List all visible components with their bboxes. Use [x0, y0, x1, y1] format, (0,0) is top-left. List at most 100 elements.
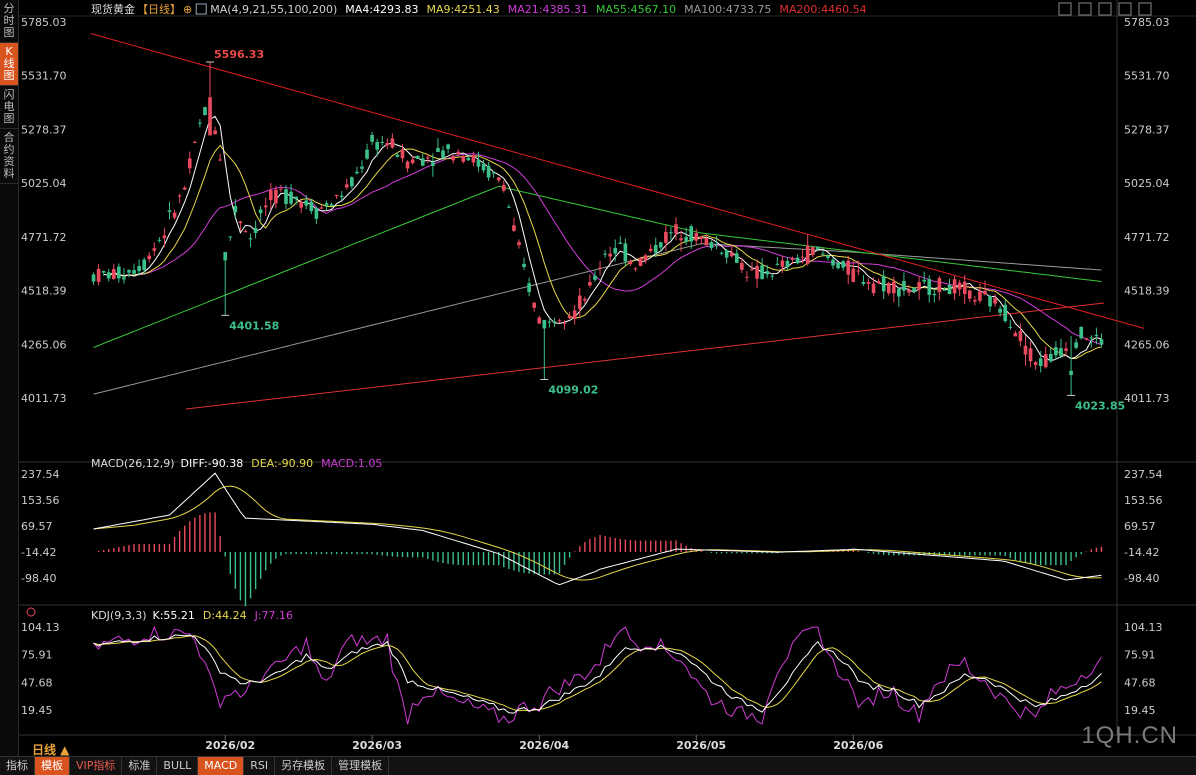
- candle-body: [284, 189, 288, 204]
- kdj-right-tick: 47.68: [1124, 676, 1156, 689]
- toolbar-tab-5[interactable]: MACD: [198, 757, 245, 775]
- candle-body: [532, 302, 537, 308]
- candle-body: [765, 271, 770, 275]
- candle-body: [562, 322, 567, 324]
- candle-body: [907, 290, 911, 293]
- macd-diff-line: [93, 472, 1102, 586]
- close-icon[interactable]: [1138, 2, 1152, 16]
- candle-body: [1023, 345, 1028, 355]
- ma100-line: [93, 243, 1102, 395]
- candle-body: [674, 224, 678, 234]
- candle-body: [709, 242, 714, 248]
- candle-body: [826, 255, 830, 258]
- toolbar-tab-1[interactable]: 模板: [35, 757, 70, 775]
- ma4-line: [103, 115, 1102, 362]
- ma-legend-5: MA100:4733.75: [684, 3, 771, 16]
- toolbar-tab-6[interactable]: RSI: [244, 757, 276, 775]
- minimize-icon-frame: [1098, 2, 1112, 16]
- candle-body: [1008, 326, 1013, 328]
- candle-body: [218, 159, 222, 161]
- candle-body: [613, 247, 618, 254]
- candle-body: [415, 155, 420, 159]
- macd-value-0: DIFF:-90.38: [181, 457, 244, 470]
- candle-body: [816, 246, 820, 250]
- candle-body: [603, 253, 607, 255]
- candle-body: [400, 149, 405, 159]
- candle-body: [268, 190, 273, 201]
- candle-body: [314, 208, 319, 219]
- candle-body: [319, 207, 324, 209]
- candle-body: [810, 246, 815, 255]
- candle-body: [132, 270, 136, 274]
- right-tick-label: 4011.73: [1124, 392, 1170, 405]
- kdj-k-line: [93, 634, 1102, 714]
- candle-body: [471, 155, 476, 163]
- toolbar-tab-2[interactable]: VIP指标: [70, 757, 123, 775]
- candle-body: [106, 272, 111, 279]
- candle-body: [324, 203, 329, 206]
- candle-body: [294, 196, 298, 200]
- macd-value-2: MACD:1.05: [321, 457, 382, 470]
- candle-body: [486, 165, 491, 178]
- chart-area: 5785.03 5785.03 5531.70 5531.70 5278.37 5278.…: [19, 0, 1196, 752]
- maximize-icon[interactable]: [1078, 2, 1092, 16]
- candle-body: [598, 267, 602, 269]
- candle-body: [927, 279, 932, 295]
- sidebar-tab-1[interactable]: K线图: [0, 43, 18, 86]
- ma-legend-3: MA21:4385.31: [508, 3, 588, 16]
- toolbar-tab-4[interactable]: BULL: [157, 757, 199, 775]
- candle-body: [517, 242, 521, 246]
- candle-body: [729, 252, 734, 257]
- candle-body: [669, 232, 673, 234]
- period-selector[interactable]: 日线 ▲: [32, 743, 70, 757]
- candle-body: [633, 268, 638, 270]
- candle-body: [1079, 326, 1084, 339]
- sidebar-tab-2[interactable]: 闪电图: [0, 86, 18, 129]
- toolbar-tab-8[interactable]: 管理模板: [332, 757, 390, 775]
- candle-body: [162, 235, 167, 239]
- extreme-price-label: 4401.58: [229, 319, 279, 332]
- toolbar-tab-0[interactable]: 指标: [0, 757, 35, 775]
- candle-body: [410, 159, 415, 164]
- add-indicator-icon: ⊕: [183, 3, 192, 16]
- candle-body: [750, 269, 754, 271]
- kdj-left-tick: 19.45: [21, 704, 53, 717]
- kdj-d-line: [93, 635, 1102, 712]
- candle-body: [780, 260, 785, 267]
- right-tick-label: 5025.04: [1124, 177, 1170, 190]
- macd-label: MACD(26,12,9): [91, 457, 175, 470]
- minimize-icon[interactable]: [1098, 2, 1112, 16]
- candle-body: [694, 233, 699, 241]
- candle-body: [198, 122, 202, 124]
- candle-body: [137, 265, 141, 272]
- candle-body: [456, 151, 461, 154]
- candle-body: [689, 226, 694, 242]
- candle-body: [101, 271, 106, 273]
- toolbar-tab-3[interactable]: 标准: [122, 757, 158, 775]
- macd-left-tick: -14.42: [21, 546, 56, 559]
- toolbar-tab-7[interactable]: 另存模板: [275, 757, 333, 775]
- candle-body: [223, 252, 228, 261]
- candle-body: [182, 187, 187, 190]
- candle-body: [420, 158, 425, 166]
- candle-body: [542, 319, 547, 329]
- candle-body: [496, 177, 501, 181]
- macd-left-tick: -98.40: [21, 572, 56, 585]
- candle-body: [978, 290, 982, 301]
- candle-body: [658, 242, 663, 248]
- candle-body: [871, 283, 876, 294]
- candle-body: [157, 239, 162, 241]
- macd-dea-line: [93, 485, 1102, 581]
- candle-body: [111, 269, 116, 279]
- crosshair-icon[interactable]: [1058, 2, 1072, 16]
- sidebar-tab-3[interactable]: 合约资料: [0, 129, 18, 184]
- sidebar-tab-0[interactable]: 分时图: [0, 0, 18, 43]
- restore-icon[interactable]: [1118, 2, 1132, 16]
- candle-body: [1054, 347, 1058, 356]
- candle-body: [512, 225, 516, 231]
- candle-body: [1069, 370, 1073, 376]
- candle-body: [912, 287, 916, 292]
- candle-body: [117, 266, 121, 279]
- candle-body: [800, 256, 805, 258]
- candle-body: [734, 253, 739, 263]
